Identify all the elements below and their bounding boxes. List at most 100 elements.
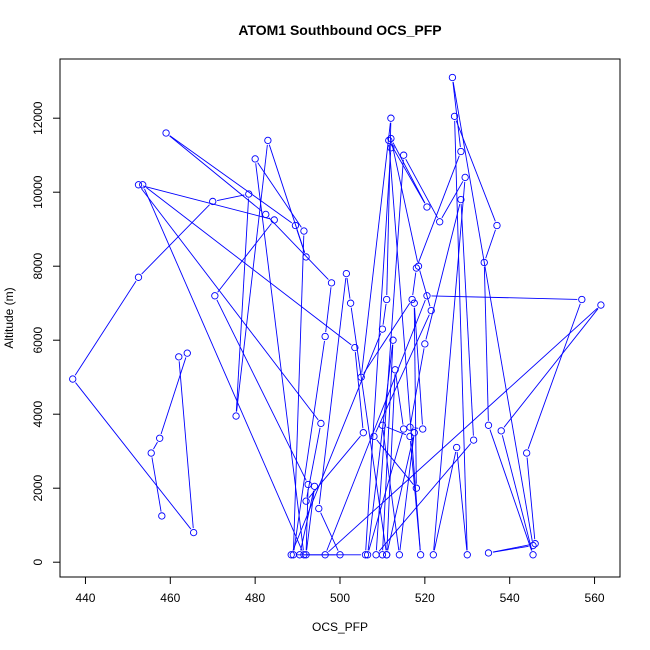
data-point	[529, 551, 537, 559]
data-point	[463, 551, 471, 559]
data-point	[296, 551, 304, 559]
series-segment	[142, 185, 270, 220]
plot-frame	[59, 58, 621, 578]
y-axis-label: Altitude (m)	[2, 287, 16, 348]
y-tick-label: 4000	[31, 401, 45, 428]
x-tick-label: 460	[160, 591, 180, 605]
data-point	[315, 504, 323, 513]
series-segment	[425, 203, 461, 340]
data-point	[264, 136, 272, 145]
series-segment	[375, 159, 404, 551]
series-segment	[503, 308, 599, 428]
series-segment	[388, 144, 421, 551]
series-segment	[452, 81, 461, 148]
series-segment	[419, 270, 431, 307]
series-segment	[318, 278, 347, 505]
series-segment	[431, 295, 578, 300]
series-segment	[216, 299, 307, 481]
data-point	[385, 136, 393, 145]
series-segment	[236, 144, 268, 412]
series-segment	[326, 299, 426, 551]
series-segment	[441, 181, 464, 219]
series-segment	[350, 307, 387, 551]
series-segment	[376, 439, 414, 486]
series-segment	[153, 441, 158, 450]
series-segment	[140, 188, 319, 421]
series-segment	[151, 457, 162, 512]
series-segment	[217, 194, 245, 201]
data-point	[387, 144, 395, 152]
data-point	[423, 203, 431, 211]
x-tick-label: 480	[245, 591, 265, 605]
data-point	[423, 292, 431, 300]
data-point	[211, 292, 219, 300]
series-segment	[306, 427, 321, 497]
data-point	[416, 551, 425, 559]
data-point	[147, 449, 155, 457]
series-segment	[178, 361, 194, 529]
series-segment	[386, 374, 396, 551]
data-point	[493, 221, 501, 230]
x-tick-label: 520	[415, 591, 435, 605]
series-segment	[501, 435, 533, 551]
series-segment	[293, 340, 325, 551]
data-point	[578, 295, 586, 304]
data-point	[251, 155, 259, 163]
data-point	[414, 262, 423, 270]
data-point	[321, 332, 329, 341]
data-point	[378, 325, 387, 333]
series-segment	[492, 545, 529, 553]
series-segment	[75, 382, 192, 530]
data-point	[395, 551, 404, 559]
data-point	[262, 210, 270, 219]
data-point	[412, 264, 421, 272]
y-tick-label: 6000	[31, 327, 45, 354]
series-segment	[169, 135, 293, 224]
data-point	[453, 443, 461, 452]
series-segment	[489, 429, 532, 551]
series-segment	[255, 163, 304, 551]
data-point	[461, 173, 469, 182]
data-point	[387, 114, 395, 122]
data-point	[436, 218, 444, 226]
data-point	[270, 216, 278, 224]
series-segment	[146, 187, 352, 346]
series-segment	[395, 374, 404, 425]
series-segment	[433, 181, 466, 551]
x-axis-label: OCS_PFP	[312, 620, 368, 634]
data-point	[421, 340, 429, 348]
data-point	[327, 279, 336, 287]
x-axis: 440 460 480 500 520 540 560	[75, 577, 605, 605]
series-segment	[526, 457, 536, 540]
series-segment	[417, 155, 460, 265]
data-point	[162, 129, 170, 137]
series-segment	[391, 142, 418, 262]
data-point	[389, 336, 397, 344]
series-segment	[452, 81, 533, 542]
y-tick-label: 0	[31, 559, 45, 566]
data-point	[497, 427, 505, 435]
y-tick-label: 10000	[31, 175, 45, 209]
data-point	[346, 299, 355, 307]
data-point	[370, 432, 378, 441]
series-segment	[527, 303, 581, 449]
data-point	[529, 541, 537, 550]
data-point	[448, 73, 457, 82]
series-segment	[354, 352, 364, 429]
series-segment	[414, 427, 419, 429]
data-point	[387, 134, 395, 143]
series-segment	[257, 162, 302, 228]
series-segment	[361, 122, 391, 373]
series-segment	[300, 490, 315, 551]
data-point	[232, 412, 240, 420]
data-point	[406, 423, 414, 431]
data-point	[597, 301, 605, 309]
data-point	[391, 366, 399, 374]
series-segment	[141, 204, 210, 275]
data-point	[523, 449, 531, 457]
series-segment	[378, 443, 472, 552]
chart-title: ATOM1 Southbound OCS_PFP	[238, 22, 441, 38]
data-point	[156, 434, 164, 442]
series-segment	[169, 135, 263, 212]
data-point	[450, 112, 459, 121]
